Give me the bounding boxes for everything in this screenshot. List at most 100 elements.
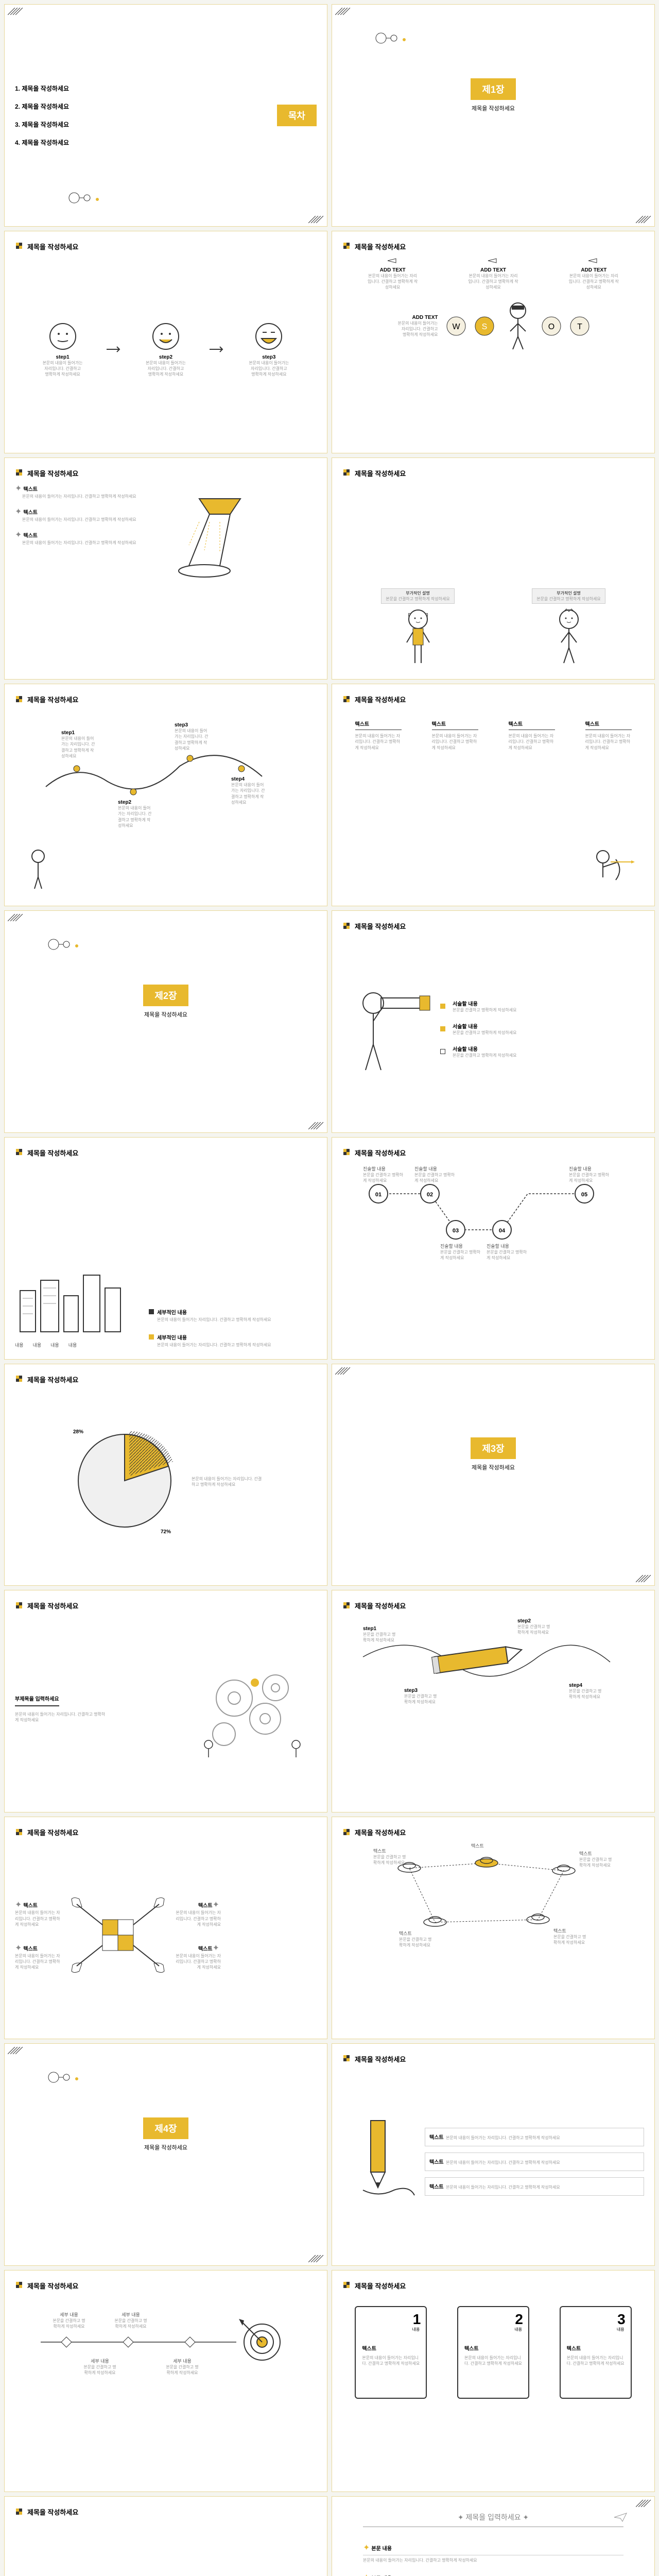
card-title: 텍스트	[362, 2344, 420, 2352]
corner-deco	[308, 1122, 324, 1129]
card-title: 텍스트	[464, 2344, 522, 2352]
swot-label: ADD TEXT	[467, 267, 519, 273]
card-number: 2	[515, 2311, 523, 2328]
tag-label: 부가적인 설명본문을 간결하고 명확하게 작성하세요	[532, 588, 605, 604]
col-body: 본문의 내용이 들어가는 자리입니다. 간결하고 명확하게 작성하세요	[432, 733, 478, 751]
title-icon	[15, 695, 24, 704]
telescope-person-icon	[342, 977, 435, 1080]
toc-badge: 목차	[277, 105, 317, 126]
swot-body: 본문의 내용이 들어가는 자리입니다. 간결하고 명확하게 작성하세요	[397, 320, 438, 338]
chapter-badge: 제3장	[471, 1437, 515, 1459]
doodle-icon	[373, 30, 414, 46]
doodle-icon	[66, 190, 108, 206]
chapter-subtitle: 제목을 작성하세요	[472, 1463, 515, 1471]
text-item: 텍스트	[23, 1903, 38, 1909]
arrow-icon	[210, 344, 225, 354]
slide-title: 제목을 작성하세요	[27, 1148, 78, 1158]
corner-deco	[636, 1575, 651, 1582]
slide-title: 제목을 작성하세요	[355, 1148, 406, 1158]
list-body: 본문을 간결하고 명확하게 작성하세요	[453, 1030, 516, 1036]
chapter-subtitle: 제목을 작성하세요	[144, 1010, 187, 1019]
axis-label: 내용	[68, 1342, 77, 1348]
rocket-icon	[587, 257, 600, 265]
slide-toc: 1. 제목을 작성하세요 2. 제목을 작성하세요 3. 제목을 작성하세요 4…	[4, 4, 327, 227]
chapter-subtitle: 제목을 작성하세요	[472, 104, 515, 112]
toc-item: 4. 제목을 작성하세요	[15, 138, 272, 147]
slide-timeline: 제목을 작성하세요 step1본문의 내용이 들어가는 자리입니다. 간결하고 …	[4, 684, 327, 906]
corner-deco	[335, 8, 351, 15]
title-icon	[15, 2281, 24, 2290]
svg-text:02: 02	[427, 1192, 433, 1198]
swot-body: 본문의 내용이 들어가는 자리입니다. 간결하고 명확하게 작성하세요	[568, 273, 619, 291]
slide-gears: 제목을 작성하세요 부제목을 입력하세요 본문의 내용이 들어가는 자리입니다.…	[4, 1590, 327, 1812]
svg-text:S: S	[481, 323, 487, 331]
card-number: 3	[617, 2311, 626, 2328]
list-label: 서술할 내용	[453, 1045, 516, 1053]
step-label: step4	[569, 1683, 605, 1688]
list-body: 본문을 간결하고 명확하게 작성하세요	[453, 1007, 516, 1013]
list-label: 텍스트	[429, 2184, 444, 2190]
slide-lamp: 제목을 작성하세요 ✦텍스트본문의 내용이 들어가는 자리입니다. 간결하고 명…	[4, 457, 327, 680]
ufo-label: 텍스트	[553, 1927, 589, 1934]
corner-deco	[8, 8, 23, 15]
swot-label: ADD TEXT	[397, 315, 438, 320]
slide-title: 제목을 작성하세요	[355, 468, 406, 478]
corner-deco	[636, 216, 651, 223]
chapter-subtitle: 제목을 작성하세요	[144, 2143, 187, 2151]
slide-grid: 1. 제목을 작성하세요 2. 제목을 작성하세요 3. 제목을 작성하세요 4…	[0, 0, 659, 2576]
face-icon	[150, 321, 181, 352]
col-body: 본문의 내용이 들어가는 자리입니다. 간결하고 명확하게 작성하세요	[585, 733, 632, 751]
doodle-icon	[46, 937, 87, 952]
step-label: step1	[42, 354, 83, 360]
legend-label: 세부적인 내용	[157, 1310, 187, 1316]
swot-body: 본문의 내용이 들어가는 자리입니다. 간결하고 명확하게 작성하세요	[367, 273, 419, 291]
slide-chapter-3: 제3장 제목을 작성하세요	[332, 1364, 655, 1586]
rocket-icon	[487, 257, 499, 265]
rocket-icon	[387, 257, 399, 265]
slide-title: 제목을 작성하세요	[27, 2507, 78, 2517]
ufo-label: 텍스트	[579, 1850, 615, 1857]
slide-two-people: 제목을 작성하세요 부가적인 설명본문을 간결하고 명확하게 작성하세요 부가적…	[332, 457, 655, 680]
col-body: 본문의 내용이 들어가는 자리입니다. 간결하고 명확하게 작성하세요	[509, 733, 555, 751]
seq-label: 진술할 내용	[363, 1165, 404, 1172]
legend-label: 세부적인 내용	[157, 1335, 187, 1341]
title-icon	[15, 2507, 24, 2517]
swot-circle: T	[569, 316, 590, 336]
pie-chart	[68, 1424, 181, 1537]
slide-title: 제목을 작성하세요	[27, 242, 78, 251]
toc-item: 3. 제목을 작성하세요	[15, 120, 272, 129]
axis-label: 내용	[50, 1342, 59, 1348]
seq-label: 진술할 내용	[414, 1165, 456, 1172]
pie-body: 본문의 내용이 들어가는 자리입니다. 간결하고 명확하게 작성하세요	[192, 1476, 264, 1487]
svg-text:T: T	[577, 323, 582, 331]
card-sublabel: 내용	[514, 2327, 522, 2332]
step-label: step2	[517, 1618, 553, 1624]
slide-target: 제목을 작성하세요 세부 내용본문을 간결하고 명확하게 작성하세요 세부 내용…	[4, 2270, 327, 2493]
slide-title: 제목을 작성하세요	[355, 1827, 406, 1837]
text-body: 본문의 내용이 들어가는 자리입니다. 간결하고 명확하게 작성하세요	[22, 540, 163, 546]
pencil-vertical-icon	[342, 2115, 420, 2208]
checkbox-icon	[440, 1049, 445, 1054]
checkbox-icon	[440, 1004, 445, 1009]
step-body: 본문의 내용이 들어가는 자리입니다. 간결하고 명확하게 작성하세요	[145, 360, 186, 378]
swot-circle: S	[474, 316, 495, 336]
seq-label: 진술할 내용	[487, 1243, 528, 1249]
text-item: 텍스트	[23, 510, 38, 516]
corner-deco	[8, 914, 23, 921]
toc-item: 2. 제목을 작성하세요	[15, 102, 272, 111]
list-label: 텍스트	[429, 2135, 444, 2141]
title-icon	[15, 1601, 24, 1611]
boy-icon	[548, 604, 589, 666]
step-body: 본문의 내용이 들어가는 자리입니다. 간결하고 명확하게 작성하세요	[248, 360, 289, 378]
swot-circle: W	[446, 316, 466, 336]
slide-sequence: 제목을 작성하세요 01 02 03 04 05 진술할 내용본문을 간결하고 …	[332, 1137, 655, 1360]
axis-label: 내용	[15, 1342, 24, 1348]
slide-title: 제목을 작성하세요	[355, 2281, 406, 2291]
girl-icon	[397, 604, 439, 666]
face-icon	[253, 321, 284, 352]
slide-cards: 제목을 작성하세요 1 내용 텍스트본문의 내용이 들어가는 자리입니다. 간결…	[332, 2270, 655, 2493]
ufo-label: 텍스트	[399, 1930, 435, 1937]
checkbox-icon	[440, 1026, 445, 1031]
corner-deco	[8, 2047, 23, 2054]
text-body: 본문의 내용이 들어가는 자리입니다. 간결하고 명확하게 작성하세요	[22, 494, 163, 499]
